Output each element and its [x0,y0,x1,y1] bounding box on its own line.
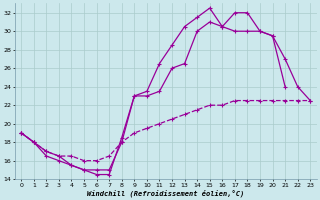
X-axis label: Windchill (Refroidissement éolien,°C): Windchill (Refroidissement éolien,°C) [87,189,244,197]
